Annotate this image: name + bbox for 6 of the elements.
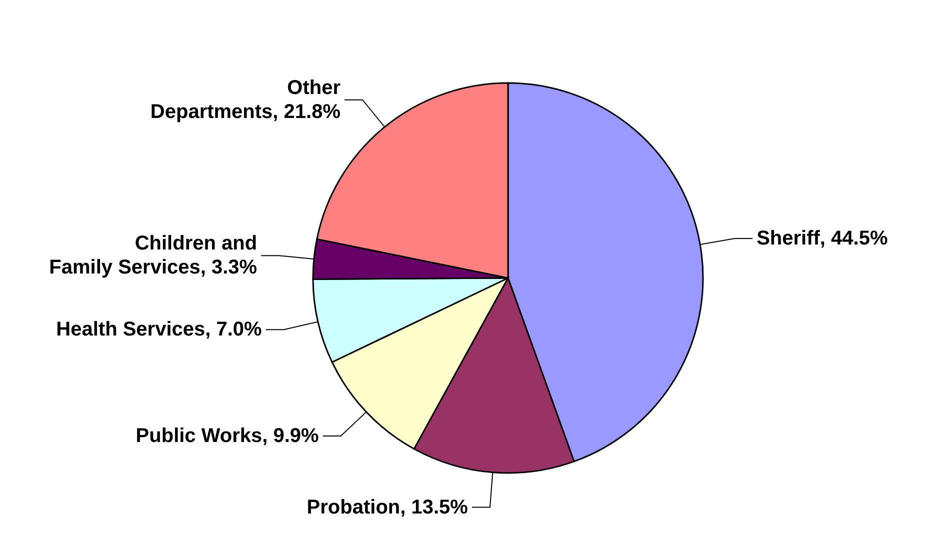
slice-label: Sheriff, 44.5% <box>756 227 888 250</box>
slice-label: Probation, 13.5% <box>306 496 468 518</box>
slice-label: Other Departments, 21.8% <box>150 76 341 123</box>
slice-label: Public Works, 9.9% <box>136 424 320 447</box>
slice-label: Children and Family Services, 3.3% <box>49 232 258 279</box>
slice-label: Health Services, 7.0% <box>56 318 262 341</box>
